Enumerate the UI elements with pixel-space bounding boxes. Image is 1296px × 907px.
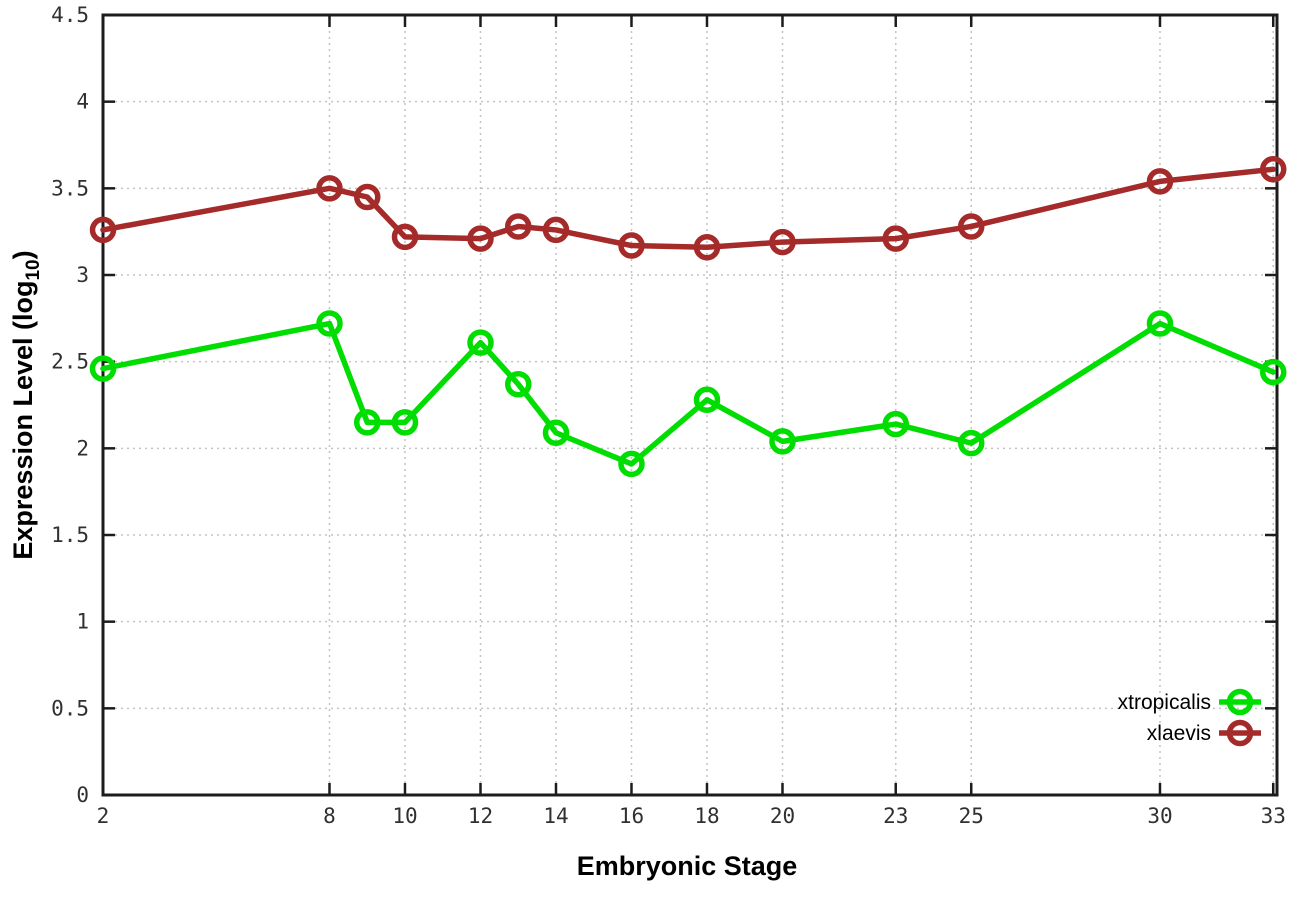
- series-xlaevis-line: [100, 166, 1276, 251]
- axis-ticks: [101, 13, 1277, 797]
- x-tick-label: 14: [543, 804, 568, 828]
- legend-marker-circle-icon: [1226, 688, 1254, 716]
- series-xtropicalis-marker: [542, 419, 570, 446]
- legend-item-xlaevis: xlaevis: [1147, 719, 1261, 747]
- series-xtropicalis-marker: [316, 310, 343, 337]
- series-xtropicalis-marker: [769, 428, 796, 455]
- series-xlaevis-marker: [1259, 156, 1287, 183]
- y-axis-title: Expression Level (log10): [8, 250, 44, 559]
- y-tick-label: 2: [76, 436, 89, 460]
- x-tick-label: 25: [959, 804, 984, 828]
- series-xlaevis-marker: [882, 225, 909, 252]
- series-xtropicalis-line: [100, 320, 1276, 467]
- series-xtropicalis-marker: [693, 386, 721, 414]
- x-tick-label: 30: [1147, 804, 1172, 828]
- series-xlaevis: [89, 156, 1287, 261]
- series-xlaevis-marker: [618, 232, 645, 259]
- series-xtropicalis-marker: [1259, 358, 1287, 386]
- series-xtropicalis-marker: [504, 370, 532, 398]
- y-tick-label: 0: [76, 783, 89, 807]
- legend-marker-circle-icon: [1226, 719, 1254, 747]
- x-tick-label: 10: [392, 804, 417, 828]
- x-tick-label: 33: [1261, 804, 1286, 828]
- y-tick-label: 0.5: [51, 696, 89, 720]
- legend-label: xlaevis: [1147, 722, 1211, 745]
- series-xtropicalis-marker: [1146, 310, 1174, 337]
- y-tick-label: 1: [76, 610, 89, 634]
- series-xtropicalis-marker: [467, 329, 494, 356]
- x-tick-label: 18: [694, 804, 719, 828]
- x-axis-title: Embryonic Stage: [577, 851, 798, 881]
- series-xlaevis-marker: [693, 234, 721, 261]
- series-xlaevis-marker: [957, 213, 985, 240]
- axis-tick-labels: 2 8 10 12 14 16 18 20 23 25 30 33 0 0.5 1 1.5 2 2.5 3 3.5 4 4…: [51, 3, 1286, 828]
- plot-border-rect: [101, 13, 1279, 797]
- series-xtropicalis-marker: [391, 409, 419, 436]
- data-series: [89, 156, 1287, 478]
- y-tick-label: 3.5: [51, 176, 89, 200]
- series-xtropicalis-marker: [882, 410, 909, 438]
- x-tick-label: 16: [619, 804, 644, 828]
- y-tick-label: 4.5: [51, 3, 89, 27]
- y-axis-title-text: Expression Level (log10): [8, 250, 44, 559]
- plot-border: [101, 13, 1279, 797]
- series-xlaevis-marker: [316, 175, 343, 202]
- series-xtropicalis-marker: [618, 450, 645, 478]
- x-tick-label: 12: [468, 804, 493, 828]
- series-xtropicalis-marker: [957, 429, 985, 457]
- series-xlaevis-marker: [1146, 168, 1174, 195]
- x-tick-label: 23: [883, 804, 908, 828]
- legend-label: xtropicalis: [1118, 691, 1211, 714]
- x-tick-label: 2: [97, 804, 110, 828]
- series-xlaevis-marker: [769, 228, 796, 256]
- series-xlaevis-marker: [353, 183, 381, 211]
- y-tick-label: 1.5: [51, 523, 89, 547]
- series-xtropicalis: [89, 310, 1287, 478]
- series-xlaevis-marker: [504, 213, 532, 240]
- gridlines: [102, 14, 1277, 796]
- y-tick-label: 2.5: [51, 350, 89, 374]
- series-xlaevis-marker: [391, 223, 419, 251]
- x-tick-label: 8: [323, 804, 336, 828]
- series-xlaevis-marker: [89, 216, 117, 244]
- series-xlaevis-marker: [467, 225, 494, 252]
- legend: xtropicalis xlaevis: [1118, 688, 1261, 747]
- y-tick-label: 4: [76, 90, 89, 114]
- series-xtropicalis-marker: [89, 355, 117, 382]
- x-tick-label: 20: [770, 804, 795, 828]
- y-tick-label: 3: [76, 263, 89, 287]
- series-xlaevis-marker: [542, 216, 570, 244]
- legend-item-xtropicalis: xtropicalis: [1118, 688, 1261, 716]
- series-xtropicalis-marker: [353, 409, 381, 436]
